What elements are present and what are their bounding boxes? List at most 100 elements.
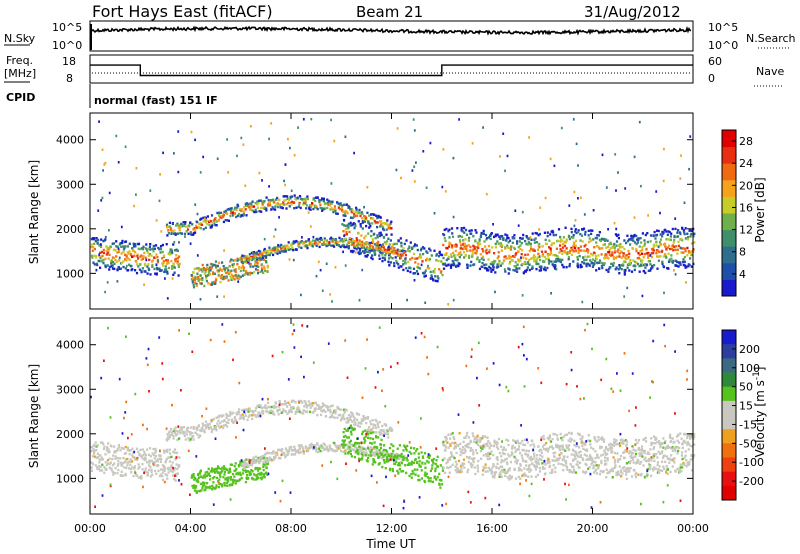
- echo-cell: [272, 198, 275, 201]
- echo-cell: [122, 474, 125, 477]
- echo-cell: [306, 195, 309, 198]
- echo-cell: [449, 266, 453, 269]
- echo-cell: [552, 447, 555, 450]
- echo-cell: [540, 436, 543, 439]
- echo-cell: [308, 446, 311, 449]
- echo-cell: [644, 271, 647, 275]
- echo-cell: [92, 245, 95, 249]
- echo-cell: [570, 471, 573, 474]
- echo-cell: [579, 249, 583, 252]
- echo-cell: [536, 473, 540, 477]
- echo-cell: [293, 154, 296, 157]
- echo-cell: [623, 295, 626, 298]
- echo-cell: [106, 281, 109, 284]
- echo-cell: [620, 264, 623, 267]
- echo-cell: [638, 264, 641, 268]
- echo-cell: [380, 245, 383, 248]
- echo-cell: [98, 255, 101, 258]
- echo-cell: [331, 411, 334, 415]
- echo-cell: [384, 467, 387, 470]
- echo-cell: [240, 136, 243, 140]
- echo-cell: [202, 475, 205, 478]
- echo-cell: [455, 451, 458, 455]
- echo-cell: [111, 261, 114, 264]
- echo-cell: [569, 437, 572, 440]
- echo-cell: [273, 246, 276, 249]
- echo-cell: [599, 239, 602, 243]
- echo-cell: [221, 470, 224, 473]
- echo-cell: [402, 259, 405, 263]
- echo-cell: [629, 258, 632, 262]
- echo-cell: [464, 436, 467, 439]
- echo-cell: [636, 238, 639, 241]
- echo-cell: [477, 246, 480, 250]
- echo-cell: [476, 451, 479, 455]
- echo-cell: [99, 441, 103, 444]
- echo-cell: [213, 470, 216, 473]
- echo-cell: [304, 200, 307, 203]
- echo-cell: [202, 155, 205, 159]
- echo-cell: [556, 434, 559, 437]
- echo-cell: [211, 428, 214, 431]
- echo-cell: [406, 444, 409, 448]
- echo-cell: [429, 141, 432, 145]
- echo-cell: [627, 262, 630, 265]
- echo-cell: [391, 452, 395, 455]
- echo-cell: [661, 235, 664, 238]
- echo-cell: [478, 439, 481, 442]
- echo-cell: [468, 456, 471, 459]
- echo-cell: [597, 234, 600, 237]
- echo-cell: [321, 446, 324, 449]
- echo-cell: [514, 477, 518, 480]
- echo-cell: [541, 245, 544, 248]
- echo-cell: [192, 228, 195, 231]
- echo-cell: [492, 464, 495, 467]
- echo-cell: [487, 244, 491, 248]
- echo-cell: [606, 256, 609, 259]
- echo-cell: [342, 243, 345, 247]
- echo-cell: [240, 416, 243, 420]
- echo-cell: [574, 219, 577, 222]
- echo-cell: [351, 209, 354, 212]
- echo-cell: [550, 292, 552, 295]
- echo-cell: [461, 451, 464, 455]
- echo-cell: [343, 224, 346, 227]
- echo-cell: [327, 203, 330, 206]
- echo-cell: [564, 250, 567, 254]
- echo-cell: [542, 435, 545, 438]
- echo-cell: [537, 256, 540, 259]
- echo-cell: [287, 246, 290, 249]
- echo-cell: [562, 236, 565, 239]
- echo-cell: [400, 245, 403, 248]
- echo-cell: [124, 445, 127, 449]
- echo-cell: [667, 260, 671, 263]
- echo-cell: [454, 465, 457, 468]
- echo-cell: [275, 203, 278, 206]
- echo-cell: [173, 429, 176, 433]
- echo-cell: [639, 263, 643, 266]
- echo-cell: [369, 441, 372, 445]
- echo-cell: [277, 405, 280, 408]
- echo-cell: [98, 244, 101, 247]
- echo-cell: [167, 261, 170, 265]
- echo-cell: [199, 470, 202, 474]
- echo-cell: [253, 270, 256, 274]
- echo-cell: [382, 455, 385, 458]
- echo-cell: [380, 233, 383, 237]
- echo-cell: [545, 441, 548, 445]
- echo-cell: [483, 240, 486, 243]
- echo-cell: [256, 206, 259, 209]
- echo-cell: [409, 258, 412, 261]
- echo-cell: [207, 270, 210, 273]
- echo-cell: [196, 433, 199, 436]
- echo-cell: [683, 247, 687, 250]
- echo-cell: [447, 230, 450, 233]
- echo-cell: [604, 238, 607, 241]
- echo-cell: [561, 444, 564, 447]
- echo-cell: [488, 265, 491, 269]
- echo-cell: [373, 253, 377, 256]
- echo-cell: [442, 443, 445, 446]
- echo-cell: [435, 253, 438, 256]
- echo-cell: [292, 453, 295, 456]
- echo-cell: [130, 467, 133, 471]
